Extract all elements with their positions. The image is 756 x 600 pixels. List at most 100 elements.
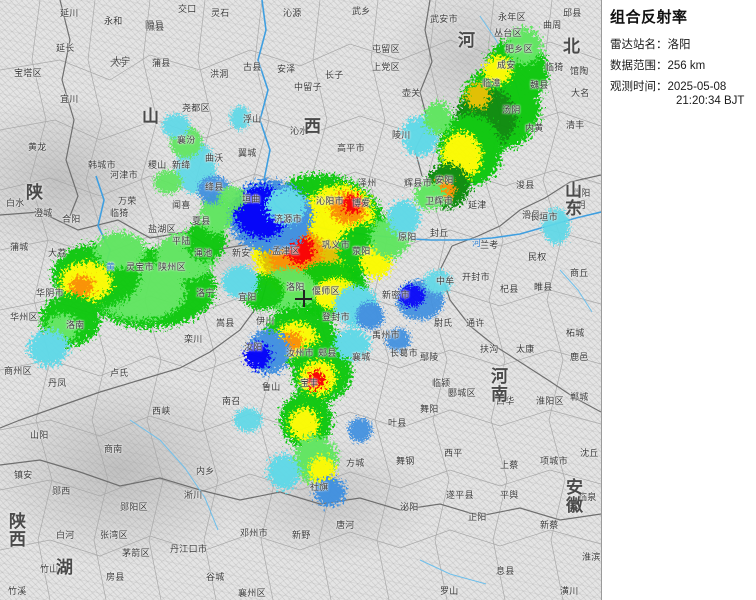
map-label-county: 郏县 (318, 348, 337, 358)
map-label-county: 垣曲 (242, 194, 261, 204)
map-label-province: 山东 (562, 181, 581, 217)
map-label-county: 社旗 (310, 482, 329, 492)
radar-station-row: 雷达站名：洛阳 (610, 36, 691, 52)
map-label-county: 正阳 (468, 512, 487, 522)
map-label-county: 南召 (222, 396, 241, 406)
map-label-county: 内黄 (525, 123, 544, 133)
map-label-province: 河 (458, 31, 477, 50)
map-label-county: 安阳 (435, 175, 454, 185)
map-label-county: 西平 (444, 448, 463, 458)
map-label-county: 延津 (468, 200, 487, 210)
radar-station-marker (295, 290, 312, 307)
map-label-county: 中留子 (294, 82, 322, 92)
radar-map-panel[interactable]: 延川 永和 隰县 交口 灵石 沁源 武乡 武安市 永年区 邱县 延长 大宁 蒲县 洪洞 古县 安泽 长子 屯留区 丛… (0, 0, 602, 600)
map-label-county: 鄢陵 (420, 352, 439, 362)
map-label-county: 荥阳 (352, 246, 371, 256)
map-label-province: 安徽 (563, 478, 582, 514)
map-label-county: 稷山 (148, 160, 167, 170)
map-label-county: 大名 (571, 88, 590, 98)
map-label-county: 灵宝市 (126, 262, 154, 272)
map-label-county: 黄龙 (28, 142, 47, 152)
map-label-county: 睢县 (534, 282, 553, 292)
map-label-county: 鲁山 (262, 382, 281, 392)
map-label-county: 博爱 (352, 198, 371, 208)
map-label-county: 蒲城 (10, 242, 29, 252)
map-label-county: 东明 (567, 200, 586, 210)
map-label-county: 屯留区 (372, 44, 400, 54)
map-label-county: 华阴市 (36, 288, 64, 298)
map-label-county: 淅川 (184, 490, 203, 500)
map-label-county: 平舆 (500, 490, 519, 500)
map-label-county: 潢川 (560, 586, 579, 596)
map-label-province: 山 (142, 107, 161, 126)
map-label-county: 新绛 (172, 160, 191, 170)
page-title: 组合反射率 (610, 9, 688, 26)
map-label-county: 上党区 (372, 62, 400, 72)
map-label-county: 商南 (104, 444, 123, 454)
map-label-county: 宜阳 (238, 292, 257, 302)
map-label-county: 绛县 (205, 182, 224, 192)
map-label-county: 杞县 (500, 284, 519, 294)
map-label-county: 万荣 (118, 196, 137, 206)
map-label-river: 河 (472, 238, 482, 248)
info-panel: 组合反射率 雷达站名：洛阳 数据范围：256 km 观测时间：2025-05-0… (602, 0, 756, 600)
map-label-county: 洪洞 (210, 69, 229, 79)
map-label-county: 长垣市 (530, 212, 558, 222)
map-label-county: 临猗 (110, 208, 129, 218)
map-label-county: 新密市 (382, 290, 410, 300)
map-label-county: 汤阴 (502, 105, 521, 115)
map-label-county: 韩城市 (88, 160, 116, 170)
map-label-county: 交口 (178, 4, 197, 14)
map-label-county: 汝阳 (244, 342, 263, 352)
map-label-county: 清丰 (566, 120, 585, 130)
map-label-county: 宜川 (60, 94, 79, 104)
map-label-county: 茅箭区 (122, 548, 150, 558)
map-label-province: 陕 (26, 183, 45, 202)
map-label-county: 永和 (104, 16, 123, 26)
map-label-county: 内乡 (196, 466, 215, 476)
map-label-county: 叶县 (388, 418, 407, 428)
map-label-county: 合阳 (62, 214, 81, 224)
map-label-county: 武乡 (352, 6, 371, 16)
map-label-county: 曲周 (543, 20, 562, 30)
map-label-county: 白水 (6, 198, 25, 208)
map-label-county: 新蔡 (540, 520, 559, 530)
map-label-county: 永年区 (498, 12, 526, 22)
map-label-county: 伊川 (256, 316, 275, 326)
observation-time-value: 21:20:34 BJT (676, 95, 745, 107)
map-label-county: 盐湖区 (148, 224, 176, 234)
map-label-county: 扶沟 (480, 344, 499, 354)
data-range-value: 256 km (667, 60, 706, 72)
map-label-county: 丛台区 (494, 28, 522, 38)
map-label-county: 平陆 (172, 236, 191, 246)
map-label-county: 泌阳 (400, 502, 419, 512)
map-label-county: 淮滨 (582, 552, 601, 562)
map-label-county: 襄州区 (238, 588, 266, 598)
map-label-county: 卢氏 (110, 368, 129, 378)
map-label-county: 沈丘 (580, 448, 599, 458)
map-label-county: 西华 (496, 396, 515, 406)
map-label-county: 沁水 (290, 126, 309, 136)
map-label-county: 汝州市 (286, 348, 314, 358)
map-label-county: 浮山 (243, 114, 262, 124)
map-label-county: 陕州区 (158, 262, 186, 272)
observation-date-value: 2025-05-08 (667, 81, 727, 93)
map-label-county: 成安 (497, 60, 516, 70)
map-label-county: 翼城 (238, 148, 257, 158)
data-range-key: 数据范围： (610, 60, 668, 72)
map-label-county: 太康 (516, 344, 535, 354)
map-label-county: 中牟 (436, 276, 455, 286)
map-label-county: 临猗 (545, 62, 564, 72)
map-label-county: 陵川 (392, 130, 411, 140)
map-label-county: 大荔 (48, 248, 67, 258)
map-label-county: 蒲县 (152, 58, 171, 68)
map-label-county: 张湾区 (100, 530, 128, 540)
map-label-county: 商丘 (570, 268, 589, 278)
map-label-county: 曲沃 (205, 153, 224, 163)
map-label-county: 郾城区 (448, 388, 476, 398)
map-label-county: 舞阳 (420, 404, 439, 414)
map-label-county: 临颍 (432, 378, 451, 388)
map-label-county: 古县 (243, 62, 262, 72)
map-label-county: 房县 (106, 572, 125, 582)
